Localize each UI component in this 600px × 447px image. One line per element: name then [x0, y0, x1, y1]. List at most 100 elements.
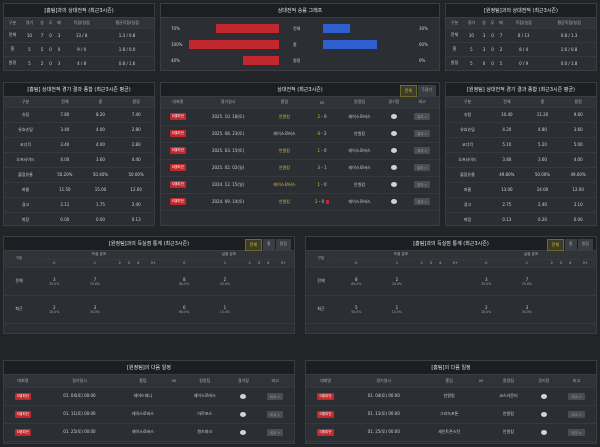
count-cell: [565, 295, 575, 324]
stadium-icon[interactable]: [540, 411, 547, 417]
row-label: 전체: [306, 267, 336, 296]
stadium-icon[interactable]: [390, 182, 397, 188]
table-row: 전체 3 30.0% 7 70.0% 8 80.0% 2 20.0%: [4, 267, 294, 296]
table-header-row: 구분 전체 홈 원정: [446, 97, 596, 108]
next-left-panel: [원정팀]의 다음 일정 대회명 경기일시 홈팀 vs 원정팀 경기장 비고 S챔피언 01. …: [3, 360, 295, 444]
table-cell: 0: [46, 28, 55, 43]
tab-all[interactable]: 전체: [399, 85, 418, 97]
stadium-icon[interactable]: [540, 429, 547, 435]
stadium-cell: [382, 159, 406, 177]
table-cell: 7.40: [118, 107, 154, 123]
column-header: 원정: [560, 97, 596, 108]
away-team: 레이스로버스: [336, 108, 383, 126]
table-cell: 2.11: [47, 197, 83, 213]
stadium-icon[interactable]: [390, 165, 397, 171]
score-cell: 2 - 0: [307, 108, 337, 126]
stadium-cell: [530, 387, 558, 406]
tab-away[interactable]: 원정: [275, 239, 291, 251]
table-row: 오프사이드 4.00 3.60 4.40: [4, 152, 154, 168]
tab-all[interactable]: 전체: [244, 239, 262, 251]
compare-button[interactable]: 비교 >: [267, 392, 284, 400]
count-cell: [133, 267, 143, 296]
result-button[interactable]: 결과 >: [414, 198, 431, 205]
table-cell: 5: [462, 42, 480, 57]
compare-button[interactable]: 비교 >: [267, 410, 284, 418]
count-pct: 50.0%: [351, 309, 362, 314]
table-cell: 0: [46, 42, 55, 57]
table-cell: 50.00%: [118, 167, 154, 183]
score-sep: -: [320, 114, 324, 119]
goal-right-table: 구분 득점 분포 실점 분포 0 1 2 3 4 5+ 0 1 2 3 4 5+ 전체 8 80.0% 2 20.0%…: [306, 251, 596, 324]
stadium-icon[interactable]: [240, 429, 247, 435]
stats-left-panel: [홈팀] 상대전적 경기 결과 종합 (최근3시즌 평균) 구분 전체 홈 원정 슈팅 7…: [3, 82, 155, 226]
stadium-icon[interactable]: [240, 393, 247, 399]
result-button[interactable]: 결과 >: [414, 147, 431, 154]
table-row: 슈팅 10.40 11.20 9.60: [446, 107, 596, 123]
graph-left-pct: 40%: [171, 58, 180, 63]
column-header: vs: [168, 375, 179, 388]
stadium-icon[interactable]: [540, 393, 547, 399]
column-header: 경기: [20, 18, 38, 29]
table-cell: 4.20: [489, 122, 525, 138]
date-cell: 01. 25(토) 00:00: [344, 423, 423, 442]
count-pct: 10.0%: [391, 309, 402, 314]
home-team: 레이스로버스: [261, 176, 308, 194]
tab-away[interactable]: 원정: [577, 239, 593, 251]
column-header: 경기: [462, 18, 480, 29]
compare-button[interactable]: 비교 >: [568, 410, 585, 418]
row-label: 최근: [306, 295, 336, 324]
table-row: 원정 5 2 0 3 4 / 8 0.8 / 1.6: [4, 56, 154, 70]
result-button[interactable]: 결과 >: [414, 113, 431, 120]
count-value: 2: [53, 304, 56, 310]
table-cell: 49.80%: [489, 167, 525, 183]
compare-button[interactable]: 비교 >: [568, 392, 585, 400]
column-header: 비고: [557, 375, 596, 388]
goal-right-tabs: 전체 홈 원정: [546, 239, 593, 251]
count-cell: 8 80.0%: [336, 267, 377, 296]
table-cell: 5.20: [524, 137, 561, 153]
goal-left-title: [원정팀]과의 득실점 통계 (최근3시즌): [4, 237, 294, 251]
stadium-icon[interactable]: [240, 411, 247, 417]
table-cell: 5: [20, 42, 38, 57]
away-team: 원즈파크: [179, 423, 231, 442]
count-pct: 70.0%: [521, 281, 532, 286]
stadium-icon[interactable]: [390, 131, 397, 137]
result-button[interactable]: 결과 >: [414, 164, 431, 171]
table-cell: 3.40: [47, 122, 83, 138]
tab-home[interactable]: 홈: [262, 239, 275, 251]
column-header: 0: [34, 259, 75, 268]
count-value: 2: [223, 276, 227, 282]
column-header: 원정팀: [179, 375, 231, 388]
stadium-icon[interactable]: [390, 148, 397, 154]
table-cell: 오프사이드: [446, 152, 489, 168]
stadium-icon[interactable]: [390, 199, 397, 205]
graph-home-bar: [216, 24, 279, 33]
table-cell: 4.80: [524, 122, 561, 138]
table-cell: 10.40: [489, 107, 525, 123]
table-cell: 15.00: [82, 182, 119, 198]
result-button[interactable]: 결과 >: [414, 181, 431, 188]
count-value: 8: [355, 276, 358, 282]
count-cell: [556, 295, 566, 324]
table-cell: 퇴장: [4, 212, 47, 225]
count-value: 8: [182, 276, 186, 282]
table-cell: 0.00: [47, 212, 83, 225]
result-button[interactable]: 결과 >: [414, 130, 431, 137]
count-value: 1: [223, 304, 227, 310]
league-badge: S챔피언: [169, 113, 186, 120]
count-cell: [133, 295, 143, 324]
tab-home[interactable]: 홈: [564, 239, 577, 251]
tab-5games[interactable]: 5경기: [418, 85, 436, 97]
table-row: 경고 2.11 1.75 2.40: [4, 197, 154, 213]
compare-button[interactable]: 비교 >: [568, 428, 585, 436]
table-row: S챔피언 01. 11(토) 00:00 레이스로버스 아르포스 비교 >: [4, 405, 294, 424]
stadium-icon[interactable]: [390, 114, 397, 120]
compare-button[interactable]: 비교 >: [267, 428, 284, 436]
graph-row-label: 홈: [293, 42, 297, 47]
league-badge: S챔피언: [14, 410, 31, 418]
table-row: 최근 5 50.0% 1 10.0% 2 20.0% 3 30.0%: [306, 295, 596, 324]
tab-all[interactable]: 전체: [546, 239, 564, 251]
column-header: 4: [435, 259, 445, 268]
h2h-right-table: 구분 경기 승 무 패 득점/실점 평균득점/실점 전체 10 3 0 7 8 / 13 0.8 / 1.…: [446, 18, 596, 70]
